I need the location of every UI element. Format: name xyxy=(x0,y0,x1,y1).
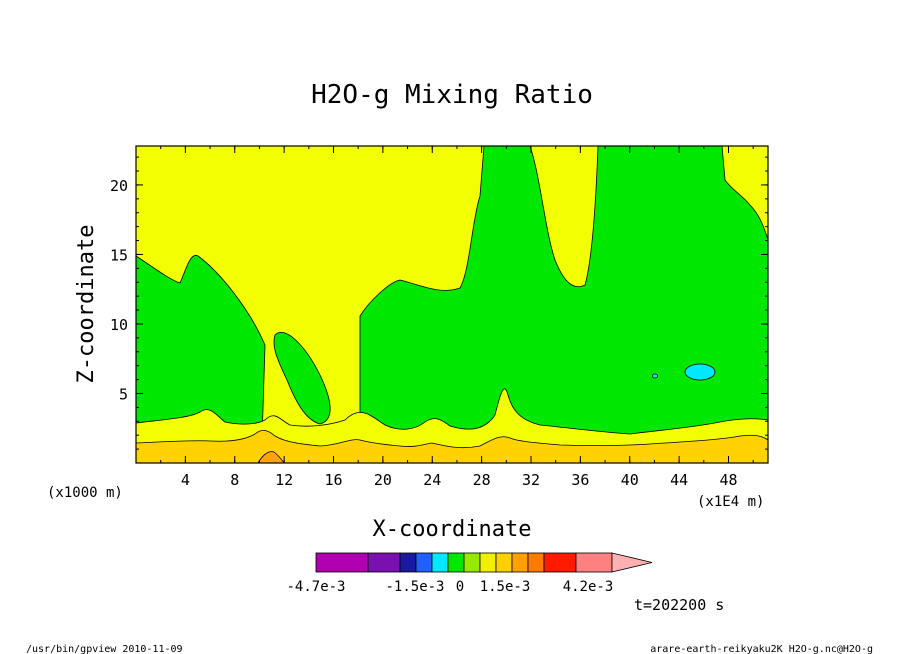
contour-fill-green xyxy=(135,145,769,441)
colorbar-label-4: 1.5e-3 xyxy=(480,579,531,595)
colorbar-arrow xyxy=(611,552,653,573)
colorbar-segment xyxy=(495,552,513,573)
x-tick-label: 44 xyxy=(670,471,688,489)
y-tick-label: 5 xyxy=(119,385,128,403)
time-label: t=202200 s xyxy=(634,596,724,614)
x-tick-label: 12 xyxy=(275,471,293,489)
colorbar-segment xyxy=(463,552,481,573)
colorbar-labels: -4.7e-3 -1.5e-3 0 1.5e-3 4.2e-3 xyxy=(286,579,613,595)
x-tick-label: 40 xyxy=(621,471,639,489)
y-axis-label: Z-coordinate xyxy=(74,225,99,384)
y-tick-labels: 5 10 15 20 xyxy=(110,177,128,404)
contour-fill-cyan xyxy=(652,363,716,381)
x-tick-label: 28 xyxy=(473,471,491,489)
x-unit-label: (x1E4 m) xyxy=(697,494,764,510)
footer-right: arare-earth-reikyaku2K_H2O-g.nc@H2O-g xyxy=(650,644,873,654)
colorbar-segment xyxy=(367,552,401,573)
colorbar-label-2: -1.5e-3 xyxy=(385,579,444,595)
y-tick-label: 15 xyxy=(110,246,128,264)
x-tick-label: 8 xyxy=(230,471,239,489)
x-tick-label: 24 xyxy=(423,471,441,489)
x-tick-label: 32 xyxy=(522,471,540,489)
colorbar-label-5: 4.2e-3 xyxy=(563,579,614,595)
colorbar-segment xyxy=(511,552,529,573)
colorbar-segment xyxy=(543,552,577,573)
footer-left: /usr/bin/gpview 2010-11-09 xyxy=(26,644,183,654)
colorbar-segment xyxy=(315,552,369,573)
y-unit-label: (x1000 m) xyxy=(47,485,123,501)
x-tick-labels: 4 8 12 16 20 24 28 32 36 40 44 48 xyxy=(181,471,738,489)
x-tick-label: 20 xyxy=(374,471,392,489)
x-tick-label: 36 xyxy=(571,471,589,489)
colorbar-segment xyxy=(431,552,449,573)
plot-frame xyxy=(135,145,769,464)
y-tick-label: 20 xyxy=(110,177,128,195)
x-tick-label: 16 xyxy=(324,471,342,489)
colorbar-segment xyxy=(447,552,465,573)
axis-ticks xyxy=(136,146,768,463)
colorbar-label-1: -4.7e-3 xyxy=(286,579,345,595)
y-tick-label: 10 xyxy=(110,316,128,334)
contour-fill-orange xyxy=(257,451,285,464)
colorbar xyxy=(315,552,653,573)
colorbar-segment xyxy=(399,552,417,573)
colorbar-segment xyxy=(479,552,497,573)
colorbar-label-3: 0 xyxy=(456,579,464,595)
colorbar-segment xyxy=(527,552,545,573)
colorbar-segment xyxy=(575,552,613,573)
x-axis-label: X-coordinate xyxy=(373,517,532,542)
x-tick-label: 4 xyxy=(181,471,190,489)
contour-fill-gold xyxy=(135,430,769,464)
chart-title: H2O-g Mixing Ratio xyxy=(311,80,593,110)
colorbar-segment xyxy=(415,552,433,573)
x-tick-label: 48 xyxy=(719,471,737,489)
